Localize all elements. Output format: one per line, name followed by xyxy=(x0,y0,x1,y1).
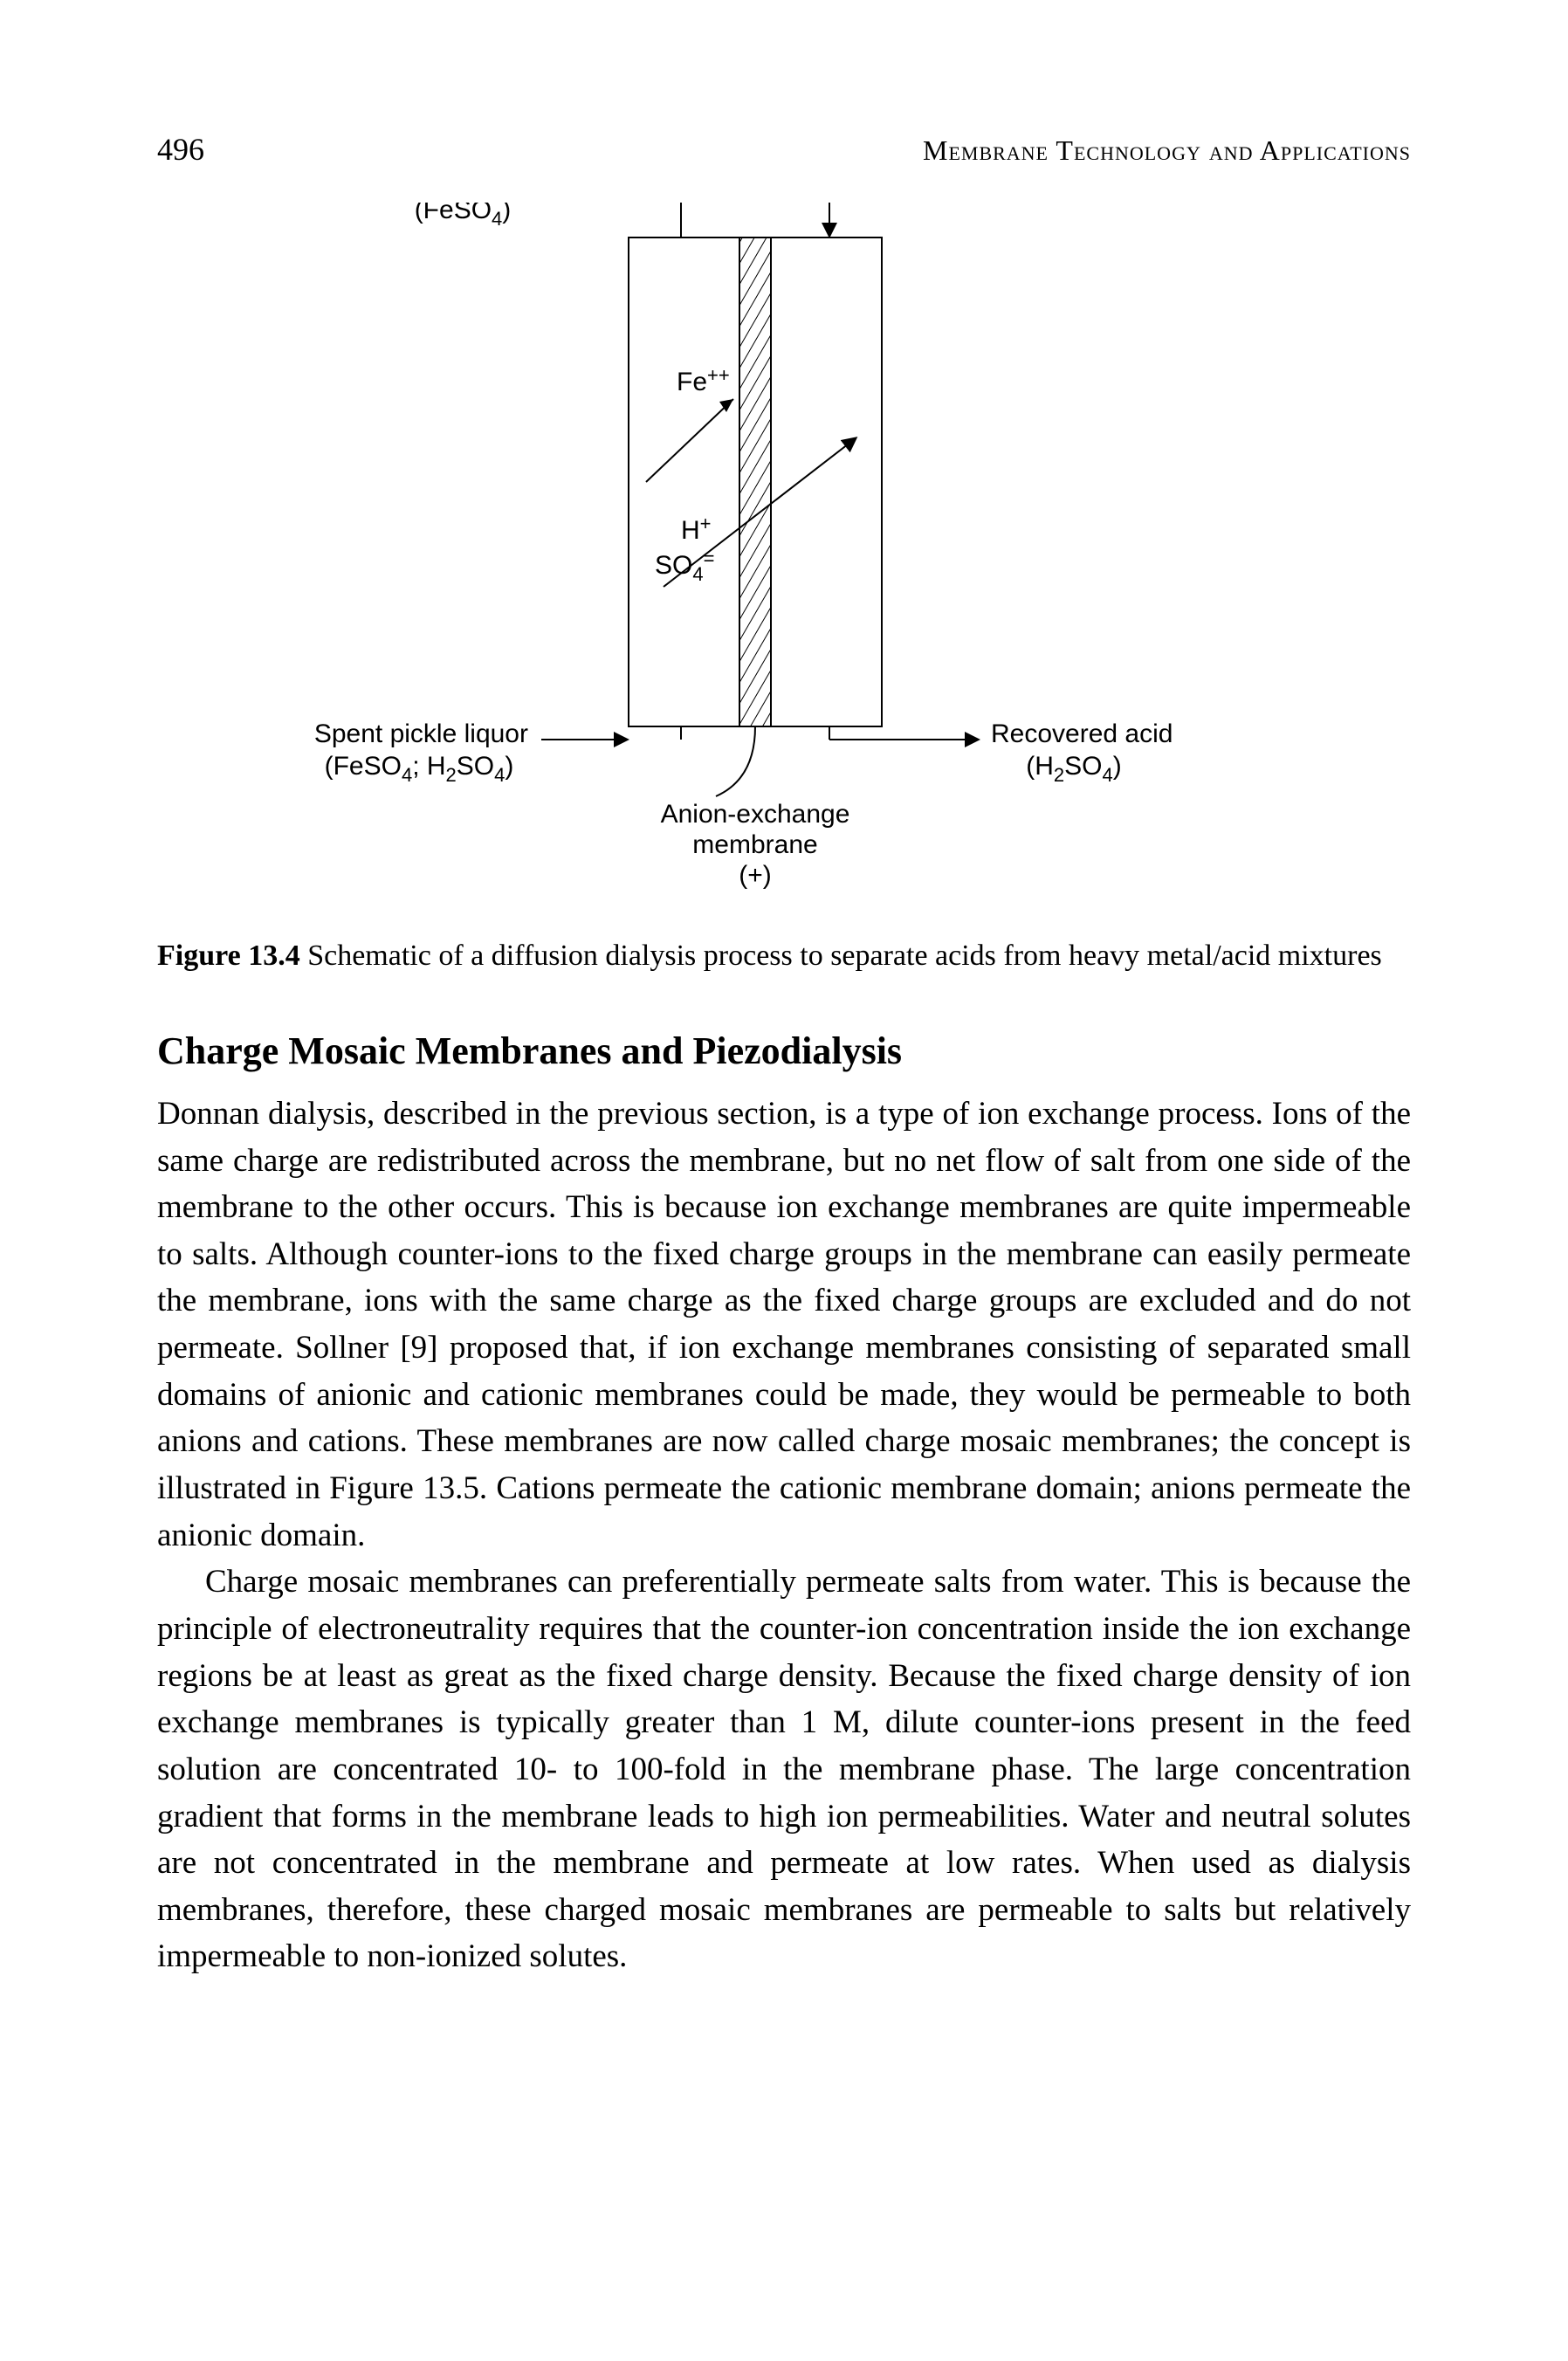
label-membrane-l3: (+) xyxy=(739,861,772,890)
label-recovered-l1: Recovered acid xyxy=(991,719,1173,748)
membrane-hatch xyxy=(739,237,771,726)
page: 496 Membrane Technology and Applications xyxy=(0,0,1568,2361)
h-text: H xyxy=(681,516,700,545)
spent-close: ) xyxy=(505,752,513,781)
running-head: Membrane Technology and Applications xyxy=(923,134,1411,167)
label-membrane-l1: Anion-exchange xyxy=(661,800,850,829)
figure-caption: Figure 13.4 Schematic of a diffusion dia… xyxy=(157,936,1411,976)
rec-a: (H xyxy=(1026,752,1054,781)
so4-sup: = xyxy=(704,547,715,569)
label-so4: SO4= xyxy=(655,547,714,585)
section-title: Charge Mosaic Membranes and Piezodialysi… xyxy=(157,1029,1411,1073)
paragraph-1: Donnan dialysis, described in the previo… xyxy=(157,1091,1411,1559)
so4-sub: 4 xyxy=(692,563,703,585)
spent-c: SO xyxy=(457,752,494,781)
diffusion-dialysis-diagram: Fe++ H+ SO4= Metal salts (FeSO4) Water S… xyxy=(157,203,1411,901)
label-fe: Fe++ xyxy=(677,364,730,396)
caption-rest: Schematic of a diffusion dialysis proces… xyxy=(300,940,1382,972)
spent-s1: 4 xyxy=(402,764,412,786)
h-super: + xyxy=(700,513,712,534)
label-metal-salts-sub: 4 xyxy=(492,208,502,230)
rec-b: SO xyxy=(1064,752,1102,781)
fe-text: Fe xyxy=(677,368,707,396)
paragraph-2: Charge mosaic membranes can preferential… xyxy=(157,1559,1411,1980)
spent-a: (FeSO xyxy=(325,752,402,781)
label-metal-salts-l2: (FeSO4) xyxy=(415,203,512,230)
label-metal-salts-close: ) xyxy=(502,203,511,224)
spent-s3: 4 xyxy=(494,764,505,786)
page-number: 496 xyxy=(157,131,204,168)
label-spent-l1: Spent pickle liquor xyxy=(314,719,528,748)
leader-membrane xyxy=(716,726,755,796)
spent-b: ; H xyxy=(412,752,445,781)
spent-s2: 2 xyxy=(446,764,457,786)
figure-13-4: Fe++ H+ SO4= Metal salts (FeSO4) Water S… xyxy=(157,203,1411,901)
arrow-fe-blocked xyxy=(646,399,733,482)
rec-s1: 2 xyxy=(1054,764,1064,786)
label-spent-l2: (FeSO4; H2SO4) xyxy=(325,752,514,786)
label-h: H+ xyxy=(681,513,712,545)
page-header: 496 Membrane Technology and Applications xyxy=(157,131,1411,168)
caption-bold: Figure 13.4 xyxy=(157,940,300,972)
label-metal-salts-l2a: (FeSO xyxy=(415,203,492,224)
so4-text: SO xyxy=(655,551,692,580)
fe-super: ++ xyxy=(707,364,730,386)
label-membrane-l2: membrane xyxy=(692,830,817,859)
label-recovered-l2: (H2SO4) xyxy=(1026,752,1122,786)
rec-close: ) xyxy=(1113,752,1122,781)
rec-s2: 4 xyxy=(1103,764,1113,786)
